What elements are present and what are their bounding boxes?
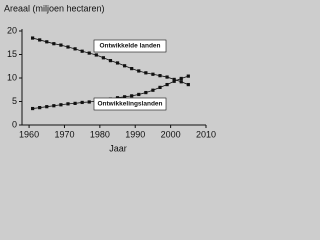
marker xyxy=(94,53,98,57)
marker xyxy=(130,67,134,71)
marker xyxy=(80,100,84,105)
marker xyxy=(123,95,127,99)
marker xyxy=(151,88,155,92)
marker xyxy=(158,74,162,78)
legend-label: Ontwikkelde landen xyxy=(99,43,160,50)
chart: Areaal (miljoen hectaren) Jaar 051015201… xyxy=(4,3,216,153)
marker xyxy=(31,36,35,40)
marker xyxy=(158,85,162,89)
marker xyxy=(73,101,77,105)
marker xyxy=(179,80,183,84)
marker xyxy=(38,38,42,42)
marker xyxy=(123,64,127,68)
x-axis-label: Jaar xyxy=(109,143,127,153)
y-tick-label: 10 xyxy=(7,72,17,82)
marker xyxy=(52,42,56,46)
marker xyxy=(179,76,183,81)
x-tick-label: 2000 xyxy=(161,129,181,139)
marker xyxy=(59,43,63,47)
marker xyxy=(172,79,176,83)
marker xyxy=(144,90,148,95)
y-tick-label: 0 xyxy=(12,119,17,129)
y-tick-label: 20 xyxy=(7,25,17,35)
x-tick-label: 1960 xyxy=(19,129,39,139)
marker xyxy=(45,105,49,109)
marker xyxy=(66,102,70,106)
chart-title: Areaal (miljoen hectaren) xyxy=(4,3,105,13)
marker xyxy=(38,106,42,110)
marker xyxy=(172,77,176,82)
marker xyxy=(80,49,84,53)
marker xyxy=(186,82,190,87)
page: {"chart_data": {"type": "line", "title":… xyxy=(4,3,217,154)
x-tick-label: 2010 xyxy=(196,129,216,139)
marker xyxy=(52,104,56,108)
marker xyxy=(66,45,70,49)
marker xyxy=(137,69,141,73)
marker xyxy=(87,100,91,104)
marker xyxy=(137,92,141,97)
legend-box xyxy=(93,39,167,53)
y-tick-label: 15 xyxy=(7,49,17,59)
marker xyxy=(73,47,77,51)
marker xyxy=(108,59,113,63)
marker xyxy=(101,56,105,60)
marker xyxy=(45,40,49,44)
y-tick-label: 5 xyxy=(12,96,17,106)
marker xyxy=(115,61,120,65)
legend-label: Ontwikkelingslanden xyxy=(97,101,162,108)
marker xyxy=(87,51,91,55)
marker xyxy=(144,71,148,75)
marker xyxy=(59,103,63,107)
marker xyxy=(165,82,169,87)
marker xyxy=(31,106,35,111)
marker xyxy=(151,72,155,76)
marker xyxy=(186,74,190,78)
marker xyxy=(130,94,134,98)
x-tick-label: 1970 xyxy=(54,129,74,139)
marker xyxy=(165,75,169,79)
x-tick-label: 1990 xyxy=(125,129,145,139)
legend-box xyxy=(93,97,167,111)
x-tick-label: 1980 xyxy=(90,129,110,139)
